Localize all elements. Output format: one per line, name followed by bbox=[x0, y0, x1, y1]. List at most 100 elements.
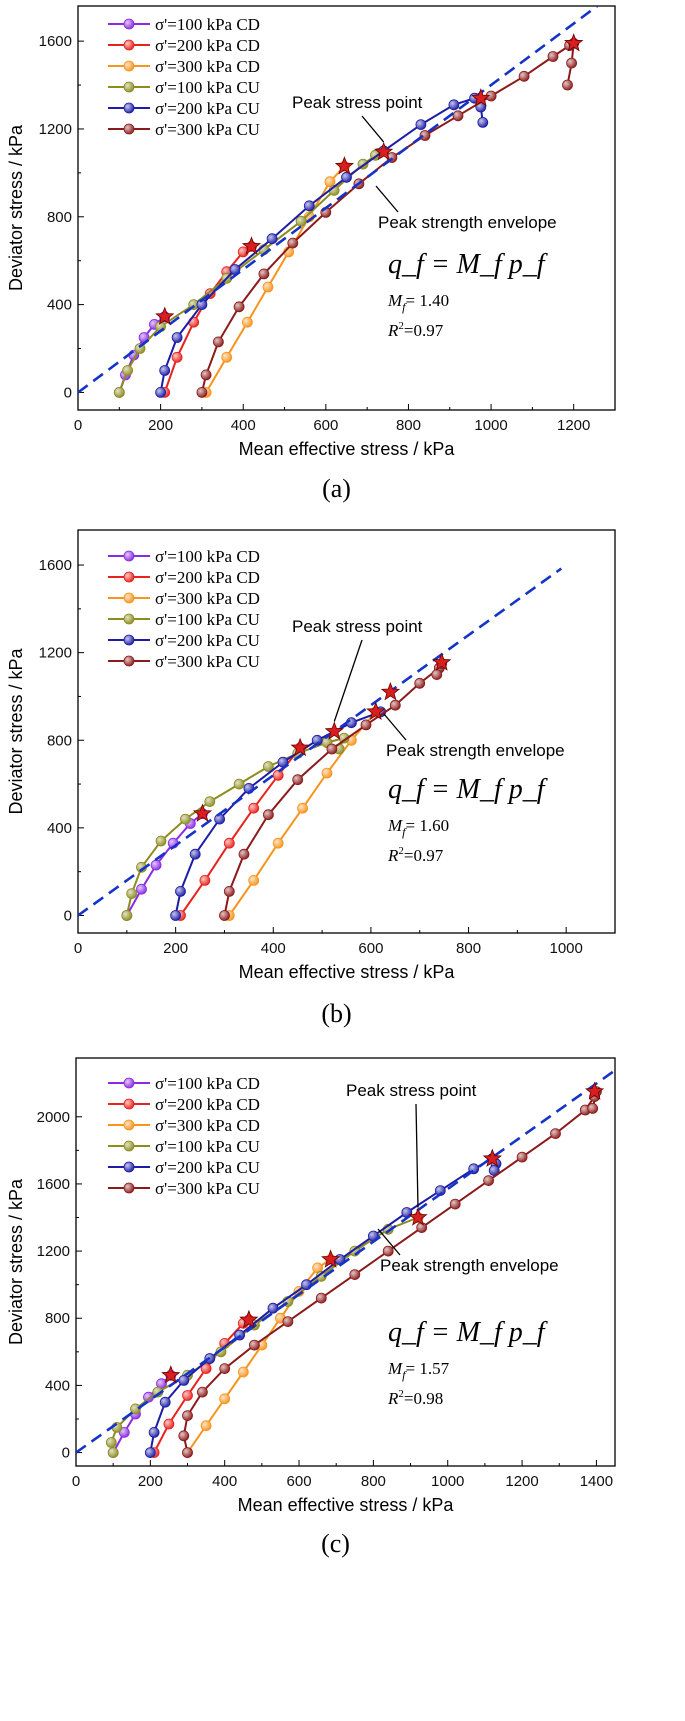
x-tick-label: 800 bbox=[361, 1473, 386, 1490]
data-point bbox=[262, 809, 274, 821]
peak-star bbox=[584, 1081, 605, 1100]
legend-marker bbox=[123, 592, 135, 604]
y-tick-label: 800 bbox=[47, 732, 72, 749]
data-point bbox=[148, 1427, 160, 1438]
y-tick-label: 1200 bbox=[39, 121, 72, 138]
plot-frame bbox=[75, 1057, 616, 1467]
peak-star bbox=[161, 1365, 181, 1384]
legend-marker bbox=[123, 60, 135, 72]
data-point bbox=[200, 1363, 212, 1374]
data-point bbox=[562, 79, 573, 91]
legend-label: σ'=200 kPa CU bbox=[155, 99, 260, 118]
data-point bbox=[212, 336, 224, 348]
x-tick-label: 800 bbox=[396, 417, 421, 434]
x-tick-label: 800 bbox=[456, 940, 481, 957]
peak-star bbox=[432, 652, 452, 671]
peak-star bbox=[241, 236, 262, 255]
data-point bbox=[449, 1198, 461, 1210]
x-tick-label: 200 bbox=[148, 417, 173, 434]
data-point bbox=[389, 699, 401, 711]
legend-label: σ'=100 kPa CD bbox=[155, 1074, 260, 1093]
data-point bbox=[179, 813, 191, 825]
peak-star bbox=[366, 701, 386, 721]
chart-panel-3: 0 200 400 600 800 1000 1200 1400 0 400 800 1200 1600… bbox=[6, 1057, 616, 1558]
annotation-arrow bbox=[415, 1103, 419, 1208]
data-point bbox=[272, 769, 284, 781]
data-point bbox=[238, 848, 250, 860]
data-point bbox=[126, 888, 138, 899]
data-point bbox=[170, 910, 182, 921]
peak-star bbox=[321, 1249, 341, 1268]
peak-star bbox=[374, 141, 394, 161]
y-tick-label: 1600 bbox=[39, 33, 72, 50]
x-tick-label: 1000 bbox=[431, 1473, 464, 1490]
chart-panel-1: 0 200 400 600 800 1000 1200 0 400 800 1200 1600 Mean… bbox=[6, 5, 616, 503]
legend-marker bbox=[123, 18, 135, 30]
data-point bbox=[295, 215, 307, 227]
peak-star bbox=[192, 803, 213, 822]
data-point bbox=[518, 70, 530, 82]
data-point bbox=[241, 316, 253, 328]
data-point bbox=[171, 332, 183, 343]
data-point bbox=[415, 119, 427, 130]
plot-frame bbox=[77, 5, 616, 411]
data-point bbox=[326, 743, 338, 755]
data-point bbox=[199, 875, 211, 886]
peak-star bbox=[155, 306, 175, 325]
x-axis-label: Mean effective stress / kPa bbox=[238, 1495, 455, 1515]
y-tick-label: 1200 bbox=[37, 1243, 70, 1260]
x-tick-label: 200 bbox=[138, 1473, 163, 1490]
data-point bbox=[130, 1403, 141, 1415]
x-tick-label: 1000 bbox=[549, 940, 582, 957]
y-tick-label: 400 bbox=[45, 1377, 70, 1394]
legend-marker bbox=[123, 102, 135, 114]
legend-marker bbox=[123, 655, 135, 667]
data-point bbox=[448, 99, 460, 111]
data-point bbox=[360, 719, 372, 731]
data-point bbox=[452, 110, 464, 122]
legend-marker bbox=[123, 1119, 135, 1131]
data-point bbox=[341, 171, 352, 183]
data-point bbox=[431, 669, 443, 680]
data-point bbox=[136, 883, 147, 895]
series-line-3 bbox=[205, 165, 346, 393]
legend-label: σ'=300 kPa CD bbox=[155, 57, 260, 76]
plot-area bbox=[76, 1069, 615, 1458]
x-tick-label: 200 bbox=[163, 940, 188, 957]
equation-r2: R2=0.97 bbox=[387, 845, 444, 865]
annotation-arrow bbox=[377, 1228, 401, 1256]
equation: q_f = M_f p_f bbox=[388, 774, 548, 805]
peak-strength-envelope bbox=[78, 6, 600, 394]
series-line-5 bbox=[149, 1157, 498, 1453]
data-point bbox=[219, 910, 230, 921]
data-point bbox=[324, 176, 336, 188]
peak-strength-envelope bbox=[76, 1069, 615, 1454]
y-tick-label: 400 bbox=[47, 820, 72, 837]
data-point bbox=[550, 1128, 561, 1139]
equation-r2: R2=0.97 bbox=[387, 320, 444, 340]
data-point bbox=[113, 386, 125, 398]
equation-r2: R2=0.98 bbox=[387, 1388, 443, 1408]
annotation-arrow bbox=[383, 713, 407, 741]
annotation-arrow bbox=[375, 185, 399, 213]
legend-label: σ'=100 kPa CU bbox=[155, 78, 260, 97]
data-point bbox=[547, 51, 559, 62]
panel-label: (c) bbox=[321, 1529, 350, 1558]
peak-point-annotation: Peak stress point bbox=[346, 1081, 477, 1100]
equation: q_f = M_f p_f bbox=[388, 249, 548, 280]
panel-label: (a) bbox=[322, 474, 351, 503]
y-tick-label: 1200 bbox=[39, 645, 72, 662]
legend-label: σ'=200 kPa CD bbox=[155, 36, 260, 55]
legend-label: σ'=300 kPa CD bbox=[155, 589, 260, 608]
data-point bbox=[182, 1447, 193, 1458]
legend-marker bbox=[123, 81, 135, 93]
envelope-annotation: Peak strength envelope bbox=[386, 741, 565, 760]
plot-frame bbox=[77, 529, 616, 934]
series-line-4 bbox=[125, 736, 346, 916]
x-tick-label: 600 bbox=[287, 1473, 312, 1490]
data-point bbox=[163, 1418, 175, 1430]
data-point bbox=[150, 859, 162, 871]
y-tick-label: 1600 bbox=[39, 557, 72, 574]
panel-label: (b) bbox=[321, 999, 351, 1028]
